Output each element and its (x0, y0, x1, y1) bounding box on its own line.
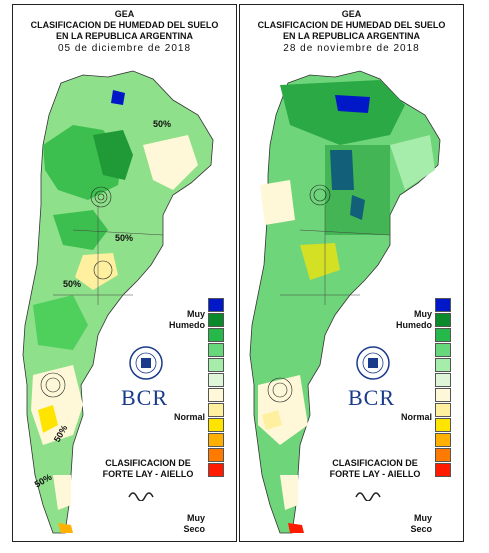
legend-swatch (208, 358, 224, 372)
bcr-logo: BCR (121, 385, 169, 410)
map-date: 05 de diciembre de 2018 (57, 43, 192, 54)
legend-label-muy: Muy (414, 513, 432, 523)
classification-line-2: FORTE LAY - AIELLO (102, 469, 194, 479)
contour-label: 50% (63, 279, 81, 289)
title-line-2: CLASIFICACION DE HUMEDAD DEL SUELO (30, 20, 219, 30)
gea-small-logo-icon (355, 492, 381, 501)
map-panel-right: GEA CLASIFICACION DE HUMEDAD DEL SUELO E… (239, 4, 464, 542)
legend-swatch (435, 313, 451, 327)
legend-swatch (435, 433, 451, 447)
legend-swatch (435, 388, 451, 402)
legend-swatch (208, 343, 224, 357)
legend-swatch (435, 463, 451, 477)
bolsa-seal-icon (356, 346, 390, 380)
map-date: 28 de noviembre de 2018 (283, 43, 420, 54)
classification-line-1: CLASIFICACION DE (332, 458, 418, 468)
legend-label-seco: Seco (410, 524, 432, 534)
gea-small-logo-icon (128, 492, 154, 501)
legend-swatch (208, 328, 224, 342)
legend-swatch (435, 403, 451, 417)
legend-swatch (435, 343, 451, 357)
title-line-3: EN LA REPUBLICA ARGENTINA (56, 31, 193, 41)
legend-swatch (208, 448, 224, 462)
legend-swatch (435, 358, 451, 372)
legend-swatch (435, 373, 451, 387)
legend-scale (435, 298, 451, 478)
legend-swatch (435, 448, 451, 462)
legend-label-humedo: Humedo (169, 320, 205, 330)
bolsa-seal-icon (129, 346, 163, 380)
argentina-map: 50% 50% 50% 50% 50% (22, 70, 214, 534)
legend-swatch (208, 418, 224, 432)
legend-swatch (208, 433, 224, 447)
argentina-map (249, 70, 441, 534)
legend-swatch (208, 388, 224, 402)
legend-label-muy: Muy (187, 513, 205, 523)
title-line-3: EN LA REPUBLICA ARGENTINA (283, 31, 420, 41)
legend-label-muy: Muy (187, 309, 205, 319)
contour-label: 50% (153, 119, 171, 129)
contour-label: 50% (115, 233, 133, 243)
legend-swatch (435, 298, 451, 312)
title-line-1: GEA (341, 9, 362, 19)
title-line-2: CLASIFICACION DE HUMEDAD DEL SUELO (257, 20, 446, 30)
legend-swatch (208, 403, 224, 417)
legend-label-humedo: Humedo (396, 320, 432, 330)
legend-swatch (208, 313, 224, 327)
map-panel-left: GEA CLASIFICACION DE HUMEDAD DEL SUELO E… (12, 4, 237, 542)
legend-swatch (435, 418, 451, 432)
title-line-1: GEA (114, 9, 135, 19)
legend-swatch (208, 298, 224, 312)
legend-label-muy: Muy (414, 309, 432, 319)
legend-swatch (208, 373, 224, 387)
legend-label-normal: Normal (400, 412, 432, 422)
bcr-logo: BCR (348, 385, 396, 410)
legend-label-seco: Seco (183, 524, 205, 534)
legend-scale (208, 298, 224, 478)
legend-swatch (435, 328, 451, 342)
legend-label-normal: Normal (173, 412, 205, 422)
classification-line-1: CLASIFICACION DE (105, 458, 191, 468)
classification-line-2: FORTE LAY - AIELLO (329, 469, 421, 479)
legend-swatch (208, 463, 224, 477)
